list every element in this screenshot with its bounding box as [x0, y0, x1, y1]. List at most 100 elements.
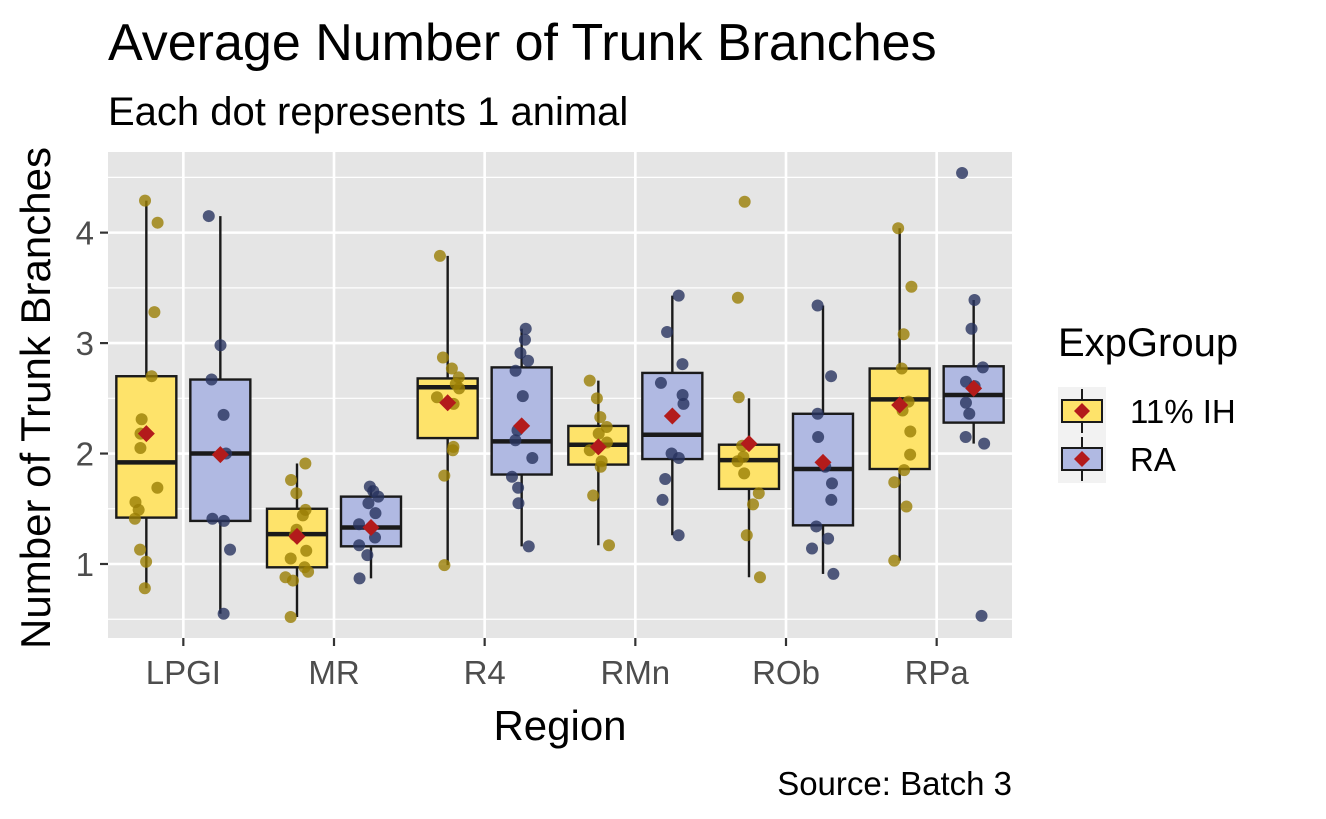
point-11-ih-rmn [603, 539, 616, 552]
point-11-ih-lpgi [134, 543, 147, 556]
point-ra-rob [827, 567, 840, 580]
point-11-ih-rmn [595, 455, 608, 468]
point-11-ih-mr [298, 561, 311, 574]
point-11-ih-lpgi [139, 194, 152, 207]
point-11-ih-lpgi [134, 442, 147, 455]
point-ra-lpgi [206, 512, 219, 525]
point-ra-r4 [512, 481, 525, 494]
point-11-ih-lpgi [148, 306, 161, 319]
point-11-ih-r4 [430, 391, 443, 404]
point-ra-rpa [975, 609, 988, 622]
point-ra-rmn [659, 472, 672, 485]
x-tick-label-rmn: RMn [600, 654, 670, 691]
mean-11-ih-rpa [891, 396, 909, 414]
point-11-ih-r4 [447, 440, 460, 453]
point-11-ih-rmn [590, 392, 603, 405]
point-11-ih-lpgi [140, 555, 153, 568]
point-ra-lpgi [218, 514, 231, 527]
point-ra-rmn [672, 289, 685, 302]
mean-11-ih-r4 [439, 394, 457, 412]
mean-ra-r4 [513, 417, 531, 435]
point-11-ih-r4 [445, 362, 458, 375]
point-11-ih-mr [285, 474, 298, 487]
legend: ExpGroup 11% IH RA [1058, 321, 1238, 483]
point-ra-rpa [968, 294, 981, 307]
point-ra-mr [362, 497, 375, 510]
chart-caption: Source: Batch 3 [777, 765, 1012, 802]
point-ra-lpgi [202, 210, 215, 223]
mean-11-ih-rob [740, 435, 758, 453]
point-11-ih-rpa [900, 500, 913, 513]
grid-lines [108, 152, 1012, 638]
point-11-ih-rpa [898, 464, 911, 477]
legend-label-11-ih: 11% IH [1130, 393, 1236, 430]
point-ra-rpa [965, 322, 978, 335]
point-11-ih-rob [753, 571, 766, 584]
point-ra-r4 [512, 497, 525, 510]
chart-title: Average Number of Trunk Branches [108, 14, 937, 72]
point-ra-rpa [976, 361, 989, 374]
point-11-ih-r4 [438, 559, 451, 572]
point-ra-rmn [672, 529, 685, 542]
point-ra-mr [353, 572, 366, 585]
point-11-ih-mr [299, 457, 312, 470]
point-11-ih-mr [290, 487, 303, 500]
point-ra-mr [363, 480, 376, 493]
point-ra-rob [811, 407, 824, 420]
y-axis-title: Number of Trunk Branches [12, 147, 59, 649]
point-ra-r4 [522, 354, 535, 367]
point-11-ih-r4 [438, 469, 451, 482]
point-ra-r4 [518, 333, 531, 346]
point-11-ih-rob [752, 487, 765, 500]
point-ra-rpa [959, 396, 972, 409]
point-ra-rmn [654, 376, 667, 389]
point-ra-rpa [956, 166, 969, 179]
point-ra-lpgi [214, 339, 227, 352]
point-11-ih-mr [299, 503, 312, 516]
point-ra-rob [810, 520, 823, 533]
point-11-ih-rob [732, 391, 745, 404]
point-11-ih-rpa [904, 448, 917, 461]
point-ra-r4 [514, 347, 527, 360]
point-11-ih-rpa [905, 280, 918, 293]
mean-markers [137, 379, 983, 545]
point-ra-lpgi [217, 408, 230, 421]
mean-11-ih-rmn [589, 438, 607, 456]
point-11-ih-rpa [892, 222, 905, 235]
axes: 1 2 3 4 LPGI MR R4 RMn ROb RPa [76, 215, 970, 691]
mean-ra-mr [362, 519, 380, 537]
point-ra-rmn [661, 326, 674, 339]
x-tick-label-rpa: RPa [905, 654, 970, 691]
chart-subtitle: Each dot represents 1 animal [108, 90, 628, 134]
point-ra-rmn [676, 358, 689, 371]
legend-key-mean [1074, 451, 1090, 467]
point-ra-rpa [959, 430, 972, 443]
point-11-ih-rob [737, 450, 750, 463]
x-tick-label-lpgi: LPGI [146, 654, 221, 691]
point-ra-r4 [522, 540, 535, 553]
point-11-ih-mr [300, 544, 313, 557]
point-11-ih-rpa [888, 476, 901, 489]
mean-ra-rmn [663, 407, 681, 425]
box-11-ih-rpa [868, 367, 931, 471]
point-11-ih-mr [284, 611, 297, 624]
point-ra-r4 [519, 322, 532, 335]
point-ra-rpa [963, 407, 976, 420]
point-ra-lpgi [217, 607, 230, 620]
point-11-ih-lpgi [151, 216, 164, 229]
point-ra-rob [825, 493, 838, 506]
point-ra-lpgi [224, 543, 237, 556]
point-ra-mr [353, 518, 366, 531]
point-ra-rob [811, 299, 824, 312]
point-ra-mr [361, 549, 374, 562]
point-ra-rpa [978, 437, 991, 450]
point-ra-r4 [516, 390, 529, 403]
point-ra-r4 [505, 470, 518, 483]
point-ra-rob [825, 477, 838, 490]
x-tick-label-rob: ROb [752, 654, 820, 691]
mean-11-ih-mr [288, 527, 306, 545]
point-11-ih-rob [747, 498, 760, 511]
mean-ra-lpgi [211, 446, 229, 464]
x-axis-title: Region [493, 702, 626, 749]
point-11-ih-rob [731, 291, 744, 304]
